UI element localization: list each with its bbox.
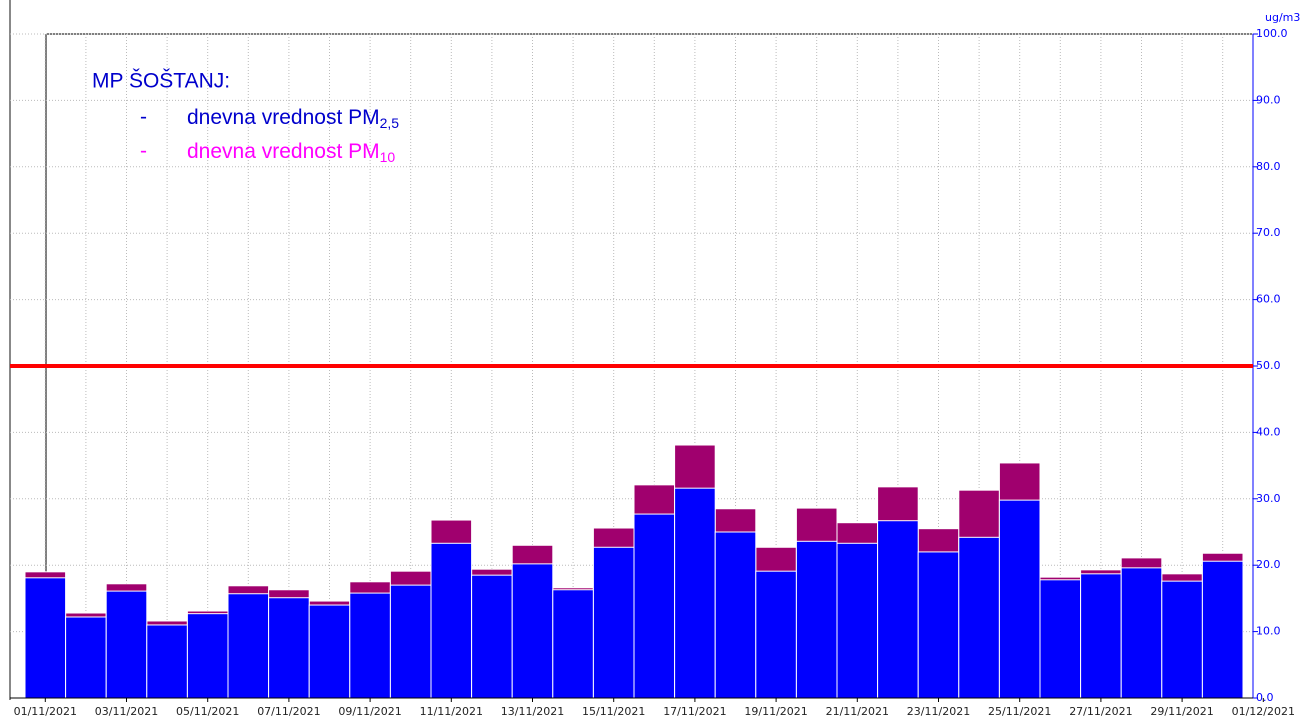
bar [755, 570, 797, 699]
bar [1201, 560, 1244, 699]
legend-dash: - [140, 140, 147, 163]
y-tick-label: 50.0 [1256, 359, 1281, 372]
bar [917, 551, 960, 699]
y-tick-label: 80.0 [1256, 160, 1281, 173]
x-tick-label: 13/11/2021 [501, 705, 564, 718]
bar [998, 499, 1041, 699]
y-tick-label: 0.0 [1256, 691, 1274, 704]
x-tick-label: 17/11/2021 [663, 705, 726, 718]
bar [430, 542, 473, 699]
bar [24, 577, 67, 699]
bar [1120, 567, 1163, 699]
legend-subscript: 10 [380, 149, 396, 165]
bar [958, 536, 1000, 699]
legend-dash: - [140, 106, 147, 129]
bar [146, 624, 188, 699]
bar [795, 540, 838, 699]
legend-entry: dnevna vrednost PM2,5 [187, 106, 399, 131]
bar [105, 590, 148, 699]
x-tick-label: 23/11/2021 [907, 705, 970, 718]
bar [268, 597, 310, 699]
bar [1039, 579, 1082, 699]
x-tick-label: 25/11/2021 [988, 705, 1051, 718]
unit-label: ug/m3 [1265, 11, 1300, 24]
bar [186, 613, 229, 699]
y-tick-label: 60.0 [1256, 293, 1281, 306]
bar [877, 520, 919, 699]
x-tick-label: 05/11/2021 [176, 705, 239, 718]
bar [65, 616, 107, 699]
bar [511, 563, 554, 699]
y-tick-label: 40.0 [1256, 425, 1281, 438]
legend-subscript: 2,5 [380, 115, 400, 131]
x-tick-label: 11/11/2021 [420, 705, 483, 718]
legend-title: MP ŠOŠTANJ: [92, 70, 230, 93]
bar [552, 589, 594, 699]
legend-name: dnevna vrednost PM [187, 140, 380, 163]
x-tick-label: 19/11/2021 [744, 705, 807, 718]
x-tick-label: 09/11/2021 [338, 705, 401, 718]
x-tick-label: 01/11/2021 [14, 705, 77, 718]
x-tick-label: 27/11/2021 [1069, 705, 1132, 718]
bar [471, 574, 513, 699]
bar [674, 487, 716, 699]
x-tick-label: 03/11/2021 [95, 705, 158, 718]
bar [1080, 573, 1122, 699]
y-tick-label: 20.0 [1256, 558, 1281, 571]
y-tick-label: 90.0 [1256, 93, 1281, 106]
y-tick-label: 30.0 [1256, 492, 1281, 505]
y-tick-label: 100.0 [1256, 27, 1288, 40]
x-tick-label: 07/11/2021 [257, 705, 320, 718]
y-tick-label: 70.0 [1256, 226, 1281, 239]
bar [836, 542, 879, 699]
bar [633, 513, 676, 699]
bar [349, 592, 391, 699]
x-tick-label: 15/11/2021 [582, 705, 645, 718]
bar [389, 584, 432, 699]
legend-name: dnevna vrednost PM [187, 106, 380, 129]
bar [714, 531, 757, 699]
y-tick-label: 10.0 [1256, 625, 1281, 638]
bar [1161, 580, 1203, 699]
x-tick-label: 29/11/2021 [1150, 705, 1213, 718]
x-tick-label: 21/11/2021 [826, 705, 889, 718]
bar [308, 604, 351, 699]
x-tick-label: 01/12/2021 [1232, 705, 1295, 718]
bar [227, 593, 270, 699]
legend-entry: dnevna vrednost PM10 [187, 140, 395, 165]
bar [592, 546, 635, 699]
